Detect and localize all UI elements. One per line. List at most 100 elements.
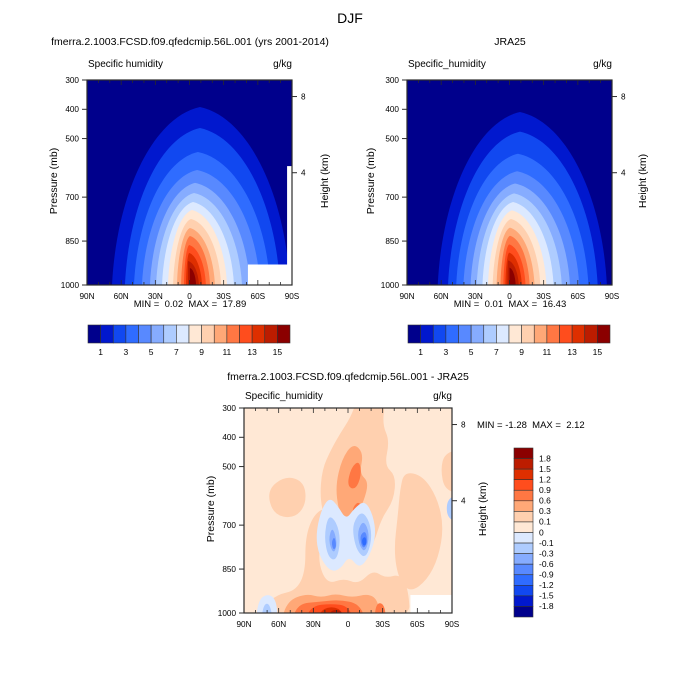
colorbar-label: 1 bbox=[418, 347, 423, 357]
colorbar-cell bbox=[521, 324, 535, 344]
panel2-field-label: Specific_humidity bbox=[408, 59, 486, 70]
colorbar-label: -0.6 bbox=[539, 559, 554, 569]
x-tick-label: 90S bbox=[445, 620, 460, 629]
colorbar-label: -0.1 bbox=[539, 538, 554, 548]
colorbar-label: -1.5 bbox=[539, 591, 554, 601]
colorbar-cell bbox=[513, 532, 534, 544]
pressure-tick-label: 400 bbox=[65, 105, 79, 114]
panel3-pressure-axis-label: Pressure (mb) bbox=[205, 475, 217, 543]
height-tick-label: 4 bbox=[301, 169, 306, 178]
missing-data-patch bbox=[410, 594, 452, 613]
panel3-minmax: MIN = -1.28 MAX = 2.12 bbox=[477, 420, 585, 431]
colorbar-label: 9 bbox=[199, 347, 204, 357]
x-tick-label: 0 bbox=[507, 292, 512, 301]
colorbar-cell bbox=[87, 324, 101, 344]
figure-season-title: DJF bbox=[337, 10, 363, 26]
colorbar-label: 1.5 bbox=[539, 464, 551, 474]
missing-data-patch bbox=[247, 264, 292, 285]
colorbar-label: 0.6 bbox=[539, 496, 551, 506]
panel3-units-label: g/kg bbox=[433, 391, 452, 402]
pressure-tick-label: 1000 bbox=[381, 281, 400, 290]
colorbar-cell bbox=[483, 324, 497, 344]
x-tick-label: 90N bbox=[79, 292, 94, 301]
panel1-field-label: Specific humidity bbox=[88, 59, 164, 70]
colorbar-label: 7 bbox=[174, 347, 179, 357]
panel2-title: JRA25 bbox=[494, 36, 526, 48]
x-tick-label: 60N bbox=[434, 292, 449, 301]
panel2-pressure-axis-label: Pressure (mb) bbox=[365, 147, 377, 215]
colorbar-cell bbox=[513, 574, 534, 586]
x-tick-label: 60S bbox=[251, 292, 266, 301]
panel1-pressure-axis-label: Pressure (mb) bbox=[48, 147, 60, 215]
colorbar-label: 3 bbox=[444, 347, 449, 357]
panel3-title: fmerra.2.1003.FCSD.f09.qfedcmip.56L.001 … bbox=[227, 371, 469, 383]
colorbar-label: 11 bbox=[222, 347, 231, 357]
x-tick-label: 90N bbox=[236, 620, 251, 629]
contour-band bbox=[329, 609, 342, 613]
panel2-units-label: g/kg bbox=[593, 59, 612, 70]
panel1-units-label: g/kg bbox=[273, 59, 292, 70]
colorbar-cell bbox=[513, 489, 534, 502]
colorbar-cell bbox=[513, 468, 534, 480]
colorbar-cell bbox=[201, 324, 215, 344]
pressure-tick-label: 700 bbox=[222, 521, 236, 530]
colorbar-cell bbox=[264, 324, 278, 344]
height-tick-label: 8 bbox=[301, 92, 306, 101]
colorbar-cell bbox=[513, 585, 534, 597]
colorbar-cell bbox=[597, 324, 611, 344]
colorbar-cell bbox=[513, 553, 534, 565]
colorbar-cell bbox=[513, 595, 534, 607]
height-tick-label: 4 bbox=[461, 497, 466, 506]
colorbar-cell bbox=[513, 500, 534, 512]
missing-data-patch bbox=[287, 166, 292, 265]
contour-band bbox=[446, 497, 452, 520]
colorbar-label: 15 bbox=[593, 347, 603, 357]
pressure-tick-label: 300 bbox=[385, 76, 399, 85]
colorbar-cell bbox=[508, 324, 522, 344]
colorbar-cell bbox=[277, 324, 291, 344]
pressure-tick-label: 500 bbox=[385, 134, 399, 143]
colorbar-cell bbox=[432, 324, 447, 344]
contour-band bbox=[262, 603, 272, 613]
colorbar-cell bbox=[513, 563, 534, 576]
pressure-tick-label: 850 bbox=[222, 565, 236, 574]
colorbar-label: 9 bbox=[519, 347, 524, 357]
colorbar-cell bbox=[496, 324, 510, 344]
colorbar-label: 3 bbox=[124, 347, 129, 357]
colorbar-cell bbox=[150, 324, 165, 344]
x-tick-label: 30N bbox=[306, 620, 321, 629]
pressure-tick-label: 850 bbox=[65, 237, 79, 246]
x-tick-label: 90S bbox=[605, 292, 620, 301]
contour-band bbox=[394, 473, 443, 590]
pressure-tick-label: 400 bbox=[222, 433, 236, 442]
colorbar-label: 13 bbox=[567, 347, 577, 357]
colorbar-cell bbox=[513, 447, 534, 459]
contour-band bbox=[189, 267, 197, 285]
colorbar-cell bbox=[176, 324, 190, 344]
colorbar-cell bbox=[239, 324, 253, 344]
colorbar-cell bbox=[100, 324, 114, 344]
colorbar-label: -1.2 bbox=[539, 580, 554, 590]
colorbar-label: 0.1 bbox=[539, 517, 551, 527]
pressure-tick-label: 300 bbox=[222, 404, 236, 413]
colorbar-cell bbox=[513, 606, 534, 618]
colorbar-label: 1 bbox=[98, 347, 103, 357]
colorbar-cell bbox=[513, 479, 534, 491]
colorbar-label: 13 bbox=[247, 347, 257, 357]
colorbar-cell bbox=[188, 324, 202, 344]
pressure-tick-label: 700 bbox=[65, 193, 79, 202]
contour-band bbox=[262, 509, 410, 613]
x-tick-label: 30N bbox=[468, 292, 483, 301]
colorbar-label: 7 bbox=[494, 347, 499, 357]
colorbar-label: 0.3 bbox=[539, 506, 551, 516]
colorbar-cell bbox=[125, 324, 139, 344]
colorbar-label: 5 bbox=[149, 347, 154, 357]
panel-model: 90N 60N 30N 0 30S 60S 90S 300 400 500 700 850 1000 8 4… bbox=[61, 76, 306, 357]
x-tick-label: 0 bbox=[187, 292, 192, 301]
colorbar-cell bbox=[533, 324, 548, 344]
colorbar-cell bbox=[138, 324, 152, 344]
panel2-height-axis-label: Height (km) bbox=[637, 153, 649, 209]
x-tick-label: 30S bbox=[216, 292, 231, 301]
x-tick-label: 60S bbox=[410, 620, 425, 629]
